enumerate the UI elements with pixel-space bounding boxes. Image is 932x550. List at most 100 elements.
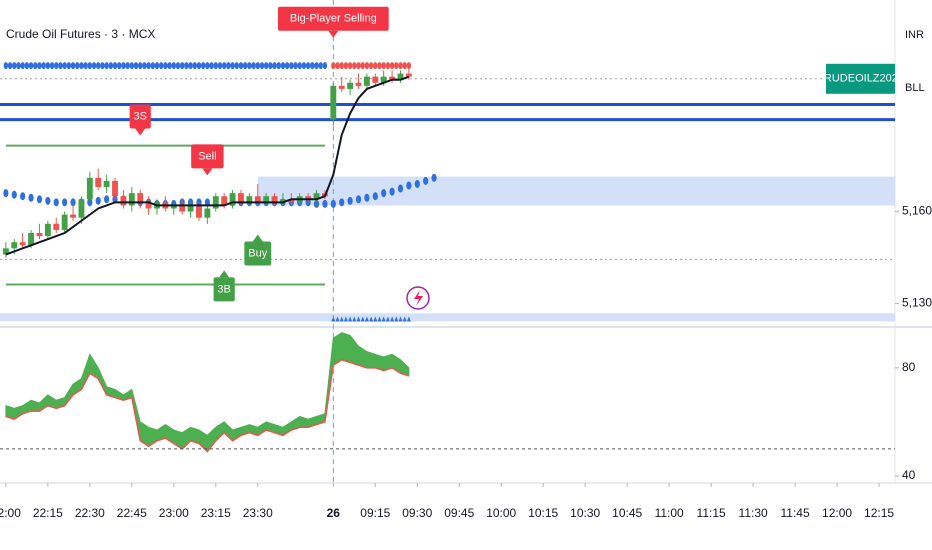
band-dot	[372, 192, 378, 201]
annotation-text: Sell	[198, 150, 216, 162]
level-dot	[154, 62, 160, 70]
level-dot	[16, 62, 21, 70]
level-dot	[339, 62, 344, 70]
level-dot	[7, 62, 13, 70]
band-dot	[397, 184, 404, 193]
level-dot	[402, 62, 407, 70]
level-dot	[12, 62, 17, 70]
y-tick-label: 5,130	[902, 296, 932, 310]
level-dot	[343, 62, 349, 70]
price-tag-text: CRUDEOILZ2025	[816, 73, 904, 85]
level-dot	[117, 62, 122, 70]
candle-body	[254, 196, 261, 203]
level-dot	[276, 62, 281, 70]
candle-body	[145, 202, 152, 209]
candle-body	[36, 233, 43, 237]
candle-body	[212, 196, 219, 209]
level-dot	[301, 62, 307, 70]
candle-body	[95, 177, 102, 188]
level-dot	[66, 62, 72, 70]
level-triangle	[339, 316, 344, 322]
level-dot	[41, 62, 46, 70]
candle-body	[246, 196, 253, 203]
level-triangle	[369, 316, 374, 322]
level-dot	[121, 62, 126, 70]
level-dot	[335, 62, 340, 70]
level-dot	[230, 62, 235, 70]
candle-body	[363, 76, 370, 86]
level-dot	[192, 62, 197, 70]
level-triangle	[343, 316, 348, 322]
band-dot	[36, 195, 43, 204]
band-dot	[347, 196, 353, 205]
level-dot	[213, 62, 218, 70]
band-dot	[3, 189, 9, 198]
candle-body	[355, 82, 362, 86]
level-dot	[188, 62, 193, 70]
level-dot	[406, 62, 412, 70]
annotation-box	[191, 144, 224, 169]
annotation-box	[244, 241, 272, 266]
x-tick-label: 23:30	[243, 506, 273, 520]
level-dot	[263, 62, 269, 70]
band-dot	[339, 198, 345, 207]
axis-label: INR	[905, 29, 924, 41]
band-lower-line	[5, 358, 410, 453]
annotation-box	[129, 104, 151, 129]
annotation-pointer	[135, 128, 146, 136]
level-dot	[347, 62, 353, 70]
level-dot	[247, 62, 252, 70]
level-dot	[352, 62, 357, 70]
zone	[0, 313, 895, 322]
level-triangle	[373, 316, 378, 322]
annotation-text: Buy	[248, 247, 267, 259]
x-tick-label: 22:45	[117, 506, 147, 520]
band-dot	[322, 199, 328, 208]
level-dot	[163, 62, 168, 70]
band-dot	[20, 192, 26, 201]
band-area	[5, 332, 410, 453]
band-dot	[389, 187, 395, 196]
candle-body	[2, 248, 9, 255]
level-dot	[167, 62, 172, 70]
level-dot	[310, 62, 315, 70]
band-dot	[70, 198, 76, 207]
level-dot	[389, 62, 395, 70]
level-dot	[3, 62, 9, 70]
level-dot	[356, 62, 361, 70]
candle-body	[61, 214, 68, 230]
level-dot	[24, 62, 30, 70]
level-dot	[150, 62, 156, 70]
annotation-box	[213, 277, 235, 302]
level-triangle	[352, 316, 357, 322]
candle-body	[221, 196, 228, 206]
level-dot	[234, 62, 239, 70]
level-triangle	[394, 316, 399, 322]
x-tick-label: 10:00	[486, 506, 516, 520]
annotation-pointer	[219, 270, 230, 278]
x-tick-label: 12:15	[864, 506, 894, 520]
level-dot	[45, 62, 51, 70]
level-dot	[37, 62, 42, 70]
band-dot	[431, 173, 437, 182]
band-dot	[406, 181, 412, 190]
y-tick-label: 80	[902, 360, 916, 374]
level-dot	[20, 62, 25, 70]
y-tick-label: 40	[902, 468, 916, 482]
x-tick-label: 11:15	[697, 506, 726, 520]
level-dot	[70, 62, 76, 70]
level-dot	[200, 62, 206, 70]
level-dot	[314, 62, 319, 70]
level-dot	[146, 62, 151, 70]
level-dot	[28, 62, 34, 70]
level-triangle	[402, 316, 407, 322]
level-dot	[159, 62, 164, 70]
candle-body	[380, 76, 387, 83]
level-triangle	[398, 316, 403, 322]
candle-body	[204, 208, 211, 218]
level-dot	[360, 62, 365, 70]
level-triangle	[360, 316, 365, 322]
candle-body	[19, 242, 26, 246]
level-dot	[293, 62, 298, 70]
